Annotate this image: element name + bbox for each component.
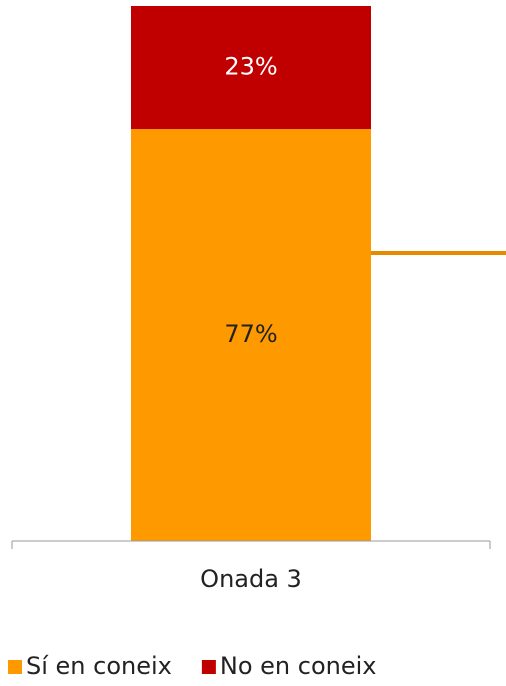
data-label: 77% [224, 320, 277, 348]
legend-swatch [201, 660, 216, 674]
x-tick-label: Onada 3 [200, 565, 302, 593]
legend-label: No en coneix [220, 652, 377, 680]
legend-label: Sí en coneix [26, 652, 172, 680]
legend-swatch [8, 660, 22, 674]
bar-segment [131, 129, 371, 542]
data-label: 23% [224, 53, 277, 81]
bar-segment [131, 6, 371, 130]
